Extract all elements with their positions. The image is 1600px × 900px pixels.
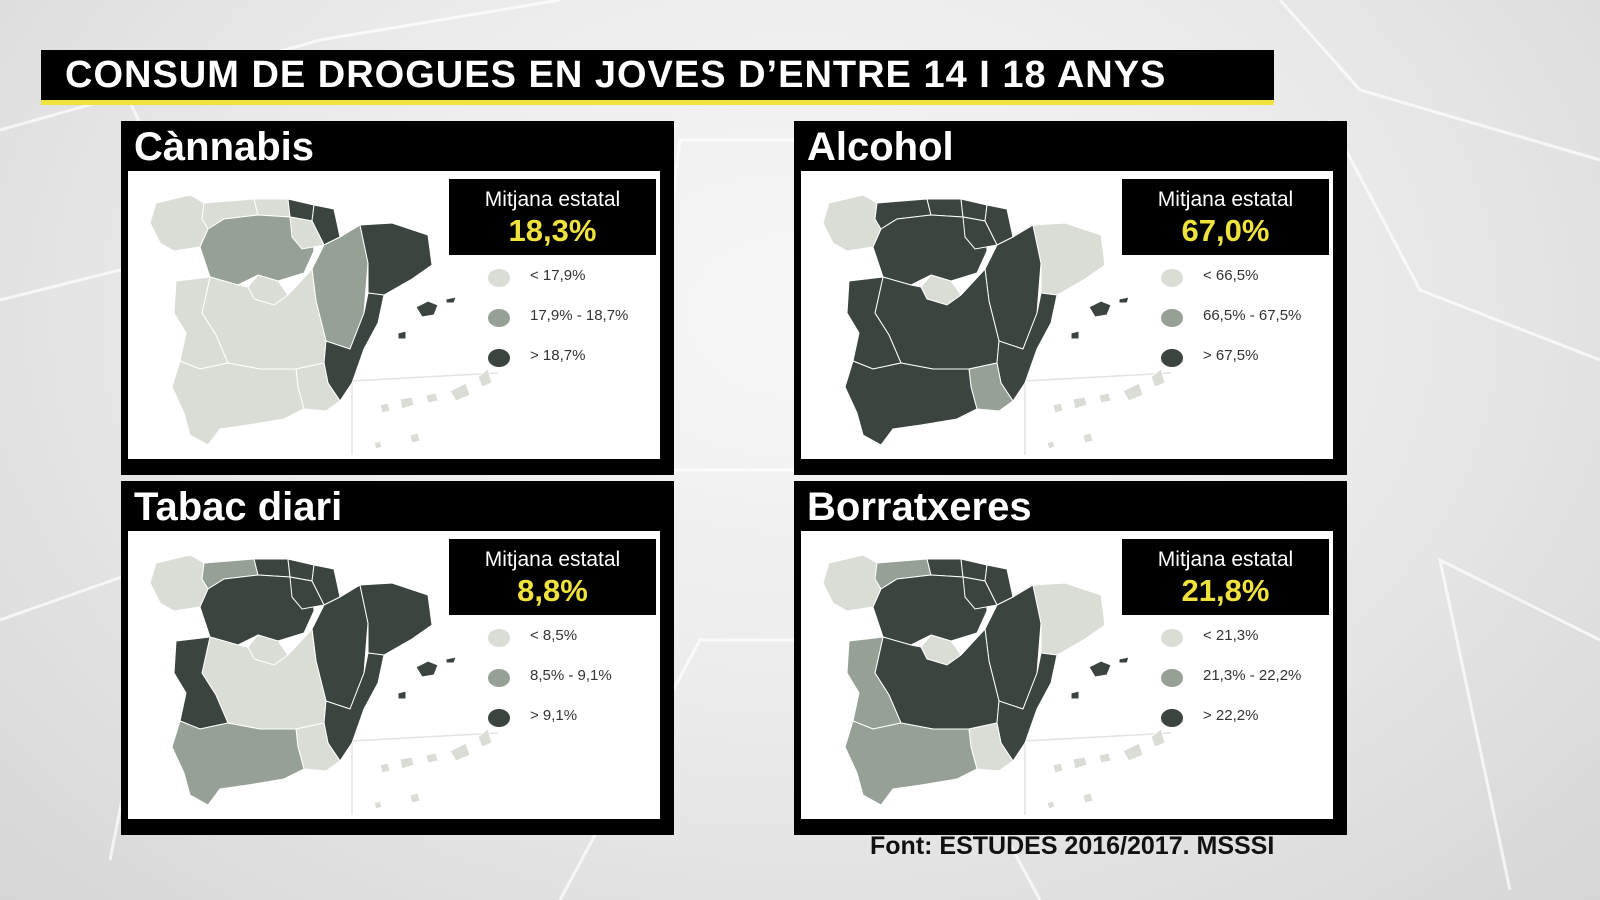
legend-label: 8,5% - 9,1% bbox=[530, 667, 612, 684]
average-box: Mitjana estatal 8,8% bbox=[449, 539, 656, 615]
region-valencia bbox=[323, 652, 385, 762]
region-la-rioja bbox=[289, 216, 325, 250]
average-value: 67,0% bbox=[1181, 213, 1270, 248]
map-panel-borratxeres: Borratxeres Mitjana estatal 21,8% < 21,3… bbox=[794, 481, 1347, 835]
region-cantabria bbox=[253, 198, 291, 218]
region-baleares bbox=[1070, 296, 1130, 340]
average-box: Mitjana estatal 67,0% bbox=[1122, 179, 1329, 255]
region-catalunya bbox=[359, 222, 433, 296]
average-value: 8,8% bbox=[517, 573, 588, 608]
map-panel-alcohol: Alcohol Mitjana estatal 67,0% < 66,5% 66… bbox=[794, 121, 1347, 475]
legend-swatch-low bbox=[1161, 629, 1183, 647]
legend-label: < 8,5% bbox=[530, 627, 578, 644]
source-note: Font: ESTUDES 2016/2017. MSSSI bbox=[870, 832, 1275, 860]
average-label: Mitjana estatal bbox=[1157, 548, 1294, 571]
region-catalunya bbox=[1032, 582, 1106, 656]
region-andalucia bbox=[844, 360, 978, 446]
average-box: Mitjana estatal 21,8% bbox=[1122, 539, 1329, 615]
region-baleares bbox=[397, 656, 457, 700]
average-value: 18,3% bbox=[508, 213, 597, 248]
panel-title: Cànnabis bbox=[134, 125, 315, 169]
legend-label: > 18,7% bbox=[530, 347, 586, 364]
region-cantabria bbox=[926, 198, 964, 218]
region-catalunya bbox=[1032, 222, 1106, 296]
legend-swatch-low bbox=[488, 269, 510, 287]
legend-label: < 17,9% bbox=[530, 267, 586, 284]
legend-label: > 67,5% bbox=[1203, 347, 1259, 364]
region-baleares bbox=[397, 296, 457, 340]
region-galicia bbox=[149, 194, 209, 252]
region-andalucia bbox=[171, 720, 305, 806]
legend-swatch-mid bbox=[488, 669, 510, 687]
panel-body: Mitjana estatal 8,8% < 8,5% 8,5% - 9,1% … bbox=[128, 531, 660, 819]
region-la-rioja bbox=[962, 216, 998, 250]
region-canarias bbox=[1046, 368, 1166, 450]
region-galicia bbox=[822, 554, 882, 612]
spain-map bbox=[149, 554, 499, 815]
legend-label: > 9,1% bbox=[530, 707, 578, 724]
map-panel-tabac: Tabac diari Mitjana estatal 8,8% < 8,5% … bbox=[121, 481, 674, 835]
average-label: Mitjana estatal bbox=[484, 548, 621, 571]
region-valencia bbox=[323, 292, 385, 402]
spain-map bbox=[822, 194, 1172, 455]
average-box: Mitjana estatal 18,3% bbox=[449, 179, 656, 255]
title-bar: CONSUM DE DROGUES EN JOVES D’ENTRE 14 I … bbox=[41, 50, 1274, 105]
legend-swatch-mid bbox=[1161, 309, 1183, 327]
region-galicia bbox=[822, 194, 882, 252]
region-la-rioja bbox=[289, 576, 325, 610]
legend-swatch-high bbox=[488, 349, 510, 367]
panel-title: Alcohol bbox=[807, 125, 954, 169]
region-catalunya bbox=[359, 582, 433, 656]
legend-swatch-high bbox=[488, 709, 510, 727]
legend-swatch-mid bbox=[488, 309, 510, 327]
spain-map bbox=[822, 554, 1172, 815]
legend-swatch-high bbox=[1161, 349, 1183, 367]
panel-body: Mitjana estatal 18,3% < 17,9% 17,9% - 18… bbox=[128, 171, 660, 459]
region-cantabria bbox=[926, 558, 964, 578]
legend-label: < 21,3% bbox=[1203, 627, 1259, 644]
region-valencia bbox=[996, 292, 1058, 402]
legend-swatch-high bbox=[1161, 709, 1183, 727]
panel-body: Mitjana estatal 21,8% < 21,3% 21,3% - 22… bbox=[801, 531, 1333, 819]
region-canarias bbox=[373, 728, 493, 810]
region-canarias bbox=[373, 368, 493, 450]
region-valencia bbox=[996, 652, 1058, 762]
average-value: 21,8% bbox=[1181, 573, 1270, 608]
legend-swatch-low bbox=[1161, 269, 1183, 287]
average-label: Mitjana estatal bbox=[1157, 188, 1294, 211]
legend-label: < 66,5% bbox=[1203, 267, 1259, 284]
region-cantabria bbox=[253, 558, 291, 578]
panel-title: Borratxeres bbox=[807, 485, 1032, 529]
legend-swatch-low bbox=[488, 629, 510, 647]
legend-label: 66,5% - 67,5% bbox=[1203, 307, 1302, 324]
legend-label: 21,3% - 22,2% bbox=[1203, 667, 1302, 684]
region-andalucia bbox=[171, 360, 305, 446]
panel-body: Mitjana estatal 67,0% < 66,5% 66,5% - 67… bbox=[801, 171, 1333, 459]
region-la-rioja bbox=[962, 576, 998, 610]
legend-swatch-mid bbox=[1161, 669, 1183, 687]
spain-map bbox=[149, 194, 499, 455]
region-galicia bbox=[149, 554, 209, 612]
average-label: Mitjana estatal bbox=[484, 188, 621, 211]
region-canarias bbox=[1046, 728, 1166, 810]
panel-title: Tabac diari bbox=[134, 485, 343, 529]
page-title: CONSUM DE DROGUES EN JOVES D’ENTRE 14 I … bbox=[65, 53, 1167, 96]
region-baleares bbox=[1070, 656, 1130, 700]
legend-label: > 22,2% bbox=[1203, 707, 1259, 724]
map-panel-cannabis: Cànnabis Mitjana estatal 18,3% < 17,9% 1… bbox=[121, 121, 674, 475]
legend-label: 17,9% - 18,7% bbox=[530, 307, 629, 324]
region-andalucia bbox=[844, 720, 978, 806]
